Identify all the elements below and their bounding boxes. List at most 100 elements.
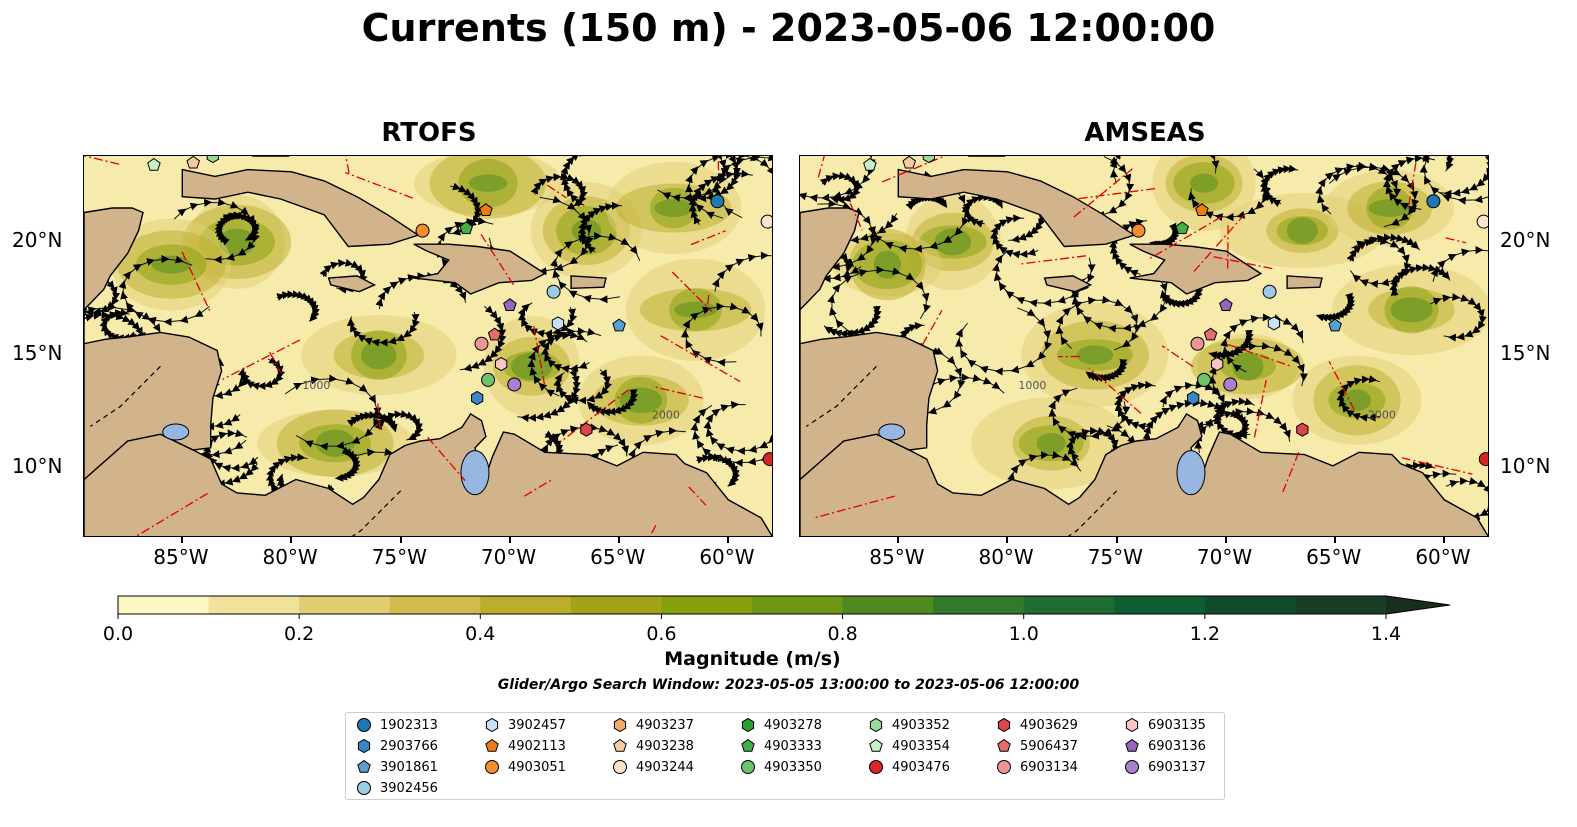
legend-item-6903137: 6903137 <box>1124 757 1206 777</box>
float-marker-4903333[interactable] <box>1175 221 1189 235</box>
legend-item-4903238: 4903238 <box>612 736 694 756</box>
legend-item-1902313: 1902313 <box>356 715 438 735</box>
float-marker-5906437[interactable] <box>1203 327 1218 341</box>
current-streamline <box>1389 263 1451 297</box>
legend-item-6903134: 6903134 <box>996 757 1078 777</box>
current-streamline <box>517 368 581 422</box>
speed-contour <box>1390 297 1433 323</box>
colorbar-extend-arrow <box>1386 596 1450 614</box>
float-marker-6903137[interactable] <box>507 377 522 392</box>
float-marker-4903354[interactable] <box>863 157 877 171</box>
float-marker-4902113[interactable] <box>479 203 493 216</box>
map-panel-rtofs[interactable]: 2000 1000 <box>83 155 773 537</box>
float-marker-4903244[interactable] <box>760 214 772 229</box>
colorbar-segment <box>389 596 481 614</box>
current-streamline <box>1386 156 1455 172</box>
float-marker-4903238[interactable] <box>186 156 200 169</box>
lon-tick-mark <box>1334 536 1337 543</box>
current-streamline <box>990 214 1039 259</box>
landmass <box>84 207 223 481</box>
legend-label: 5906437 <box>1020 738 1078 754</box>
float-marker-4903350[interactable] <box>481 372 496 387</box>
lon-tick-label: 75°W <box>1087 545 1143 569</box>
float-marker-4903629[interactable] <box>580 422 593 437</box>
float-marker-4903629[interactable] <box>1296 422 1309 437</box>
search-window-caption: Glider/Argo Search Window: 2023-05-05 13… <box>497 677 1080 693</box>
float-marker-1902313[interactable] <box>1426 194 1441 209</box>
colorbar-segment <box>752 596 844 614</box>
current-streamline <box>1055 295 1142 351</box>
colorbar-segment <box>661 596 753 614</box>
float-marker-4903350[interactable] <box>1197 372 1212 387</box>
lon-tick-mark <box>1006 536 1009 543</box>
circle-marker-icon <box>613 760 627 774</box>
float-marker-4903352[interactable] <box>922 156 935 164</box>
float-marker-5906437[interactable] <box>487 327 502 341</box>
current-streamline <box>800 156 876 203</box>
float-marker-6903136[interactable] <box>1219 298 1233 311</box>
eez-boundary <box>1078 187 1158 200</box>
speed-contour <box>1368 199 1411 217</box>
float-marker-4903476[interactable] <box>1478 452 1488 467</box>
float-marker-2903766[interactable] <box>1187 390 1200 406</box>
legend-label: 6903135 <box>1148 717 1206 733</box>
colorbar-label: Magnitude (m/s) <box>664 648 841 670</box>
float-marker-6903135[interactable] <box>1211 357 1224 372</box>
legend-label: 4903352 <box>892 717 950 733</box>
legend-item-3902456: 3902456 <box>356 778 438 798</box>
float-marker-3902457[interactable] <box>551 316 565 331</box>
speed-contour <box>1190 173 1219 193</box>
map-panel-amseas[interactable]: 2000 1000 <box>799 155 1489 537</box>
float-marker-6903137[interactable] <box>1223 377 1238 392</box>
float-legend: 1902313 2903766 3901861 3902456 3902457 49021… <box>345 712 1225 800</box>
legend-label: 3901861 <box>380 759 438 775</box>
eez-boundary <box>84 156 120 165</box>
float-marker-3902456[interactable] <box>1262 284 1277 299</box>
float-marker-6903135[interactable] <box>495 357 508 372</box>
float-marker-6903134[interactable] <box>1190 336 1205 351</box>
float-marker-6903134[interactable] <box>474 336 489 351</box>
eez-boundary <box>269 351 282 374</box>
colorbar-outline <box>117 595 1451 615</box>
float-marker-2903766[interactable] <box>471 390 484 406</box>
eez-boundary <box>817 156 825 178</box>
current-streamline <box>681 302 764 367</box>
colorbar-segment <box>933 596 1025 614</box>
current-streamline <box>1382 156 1436 213</box>
eez-boundary <box>1148 216 1222 260</box>
current-streamline <box>992 250 1096 308</box>
current-map-rtofs: 2000 1000 <box>84 156 772 536</box>
legend-item-4903278: 4903278 <box>740 715 822 735</box>
float-marker-4903051[interactable] <box>415 223 430 238</box>
float-marker-3901861[interactable] <box>612 318 626 332</box>
eez-boundary <box>849 202 863 231</box>
float-marker-3902457[interactable] <box>1267 316 1281 331</box>
float-marker-4903051[interactable] <box>1131 223 1146 238</box>
float-marker-4903244[interactable] <box>1476 214 1488 229</box>
float-marker-4903476[interactable] <box>762 452 772 467</box>
current-streamline <box>560 156 599 207</box>
float-marker-4903354[interactable] <box>147 157 161 171</box>
colorbar-tick-label: 1.0 <box>1009 623 1039 645</box>
legend-label: 2903766 <box>380 738 438 754</box>
eez-boundary <box>1018 255 1086 265</box>
eez-boundary <box>921 309 943 346</box>
float-marker-1902313[interactable] <box>710 194 725 209</box>
legend-item-5906437: 5906437 <box>996 736 1078 756</box>
speed-contour <box>361 340 397 370</box>
lon-tick-label: 65°W <box>1306 545 1362 569</box>
country-border <box>1067 490 1118 536</box>
eez-boundary <box>815 495 895 519</box>
float-marker-3902456[interactable] <box>546 284 561 299</box>
float-marker-6903136[interactable] <box>503 298 517 311</box>
float-marker-4903333[interactable] <box>459 221 473 235</box>
float-marker-3901861[interactable] <box>1328 318 1342 332</box>
colorbar-segment <box>842 596 934 614</box>
float-marker-4903352[interactable] <box>206 156 219 164</box>
legend-item-3902457: 3902457 <box>484 715 566 735</box>
float-marker-4903238[interactable] <box>902 156 916 169</box>
country-border <box>806 365 877 427</box>
legend-item-4903476: 4903476 <box>868 757 950 777</box>
legend-item-2903766: 2903766 <box>356 736 438 756</box>
float-marker-4902113[interactable] <box>1195 203 1209 216</box>
